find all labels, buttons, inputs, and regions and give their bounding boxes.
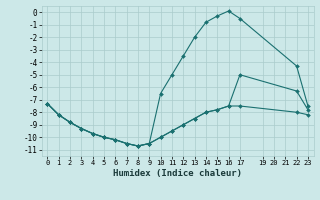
X-axis label: Humidex (Indice chaleur): Humidex (Indice chaleur) [113, 169, 242, 178]
